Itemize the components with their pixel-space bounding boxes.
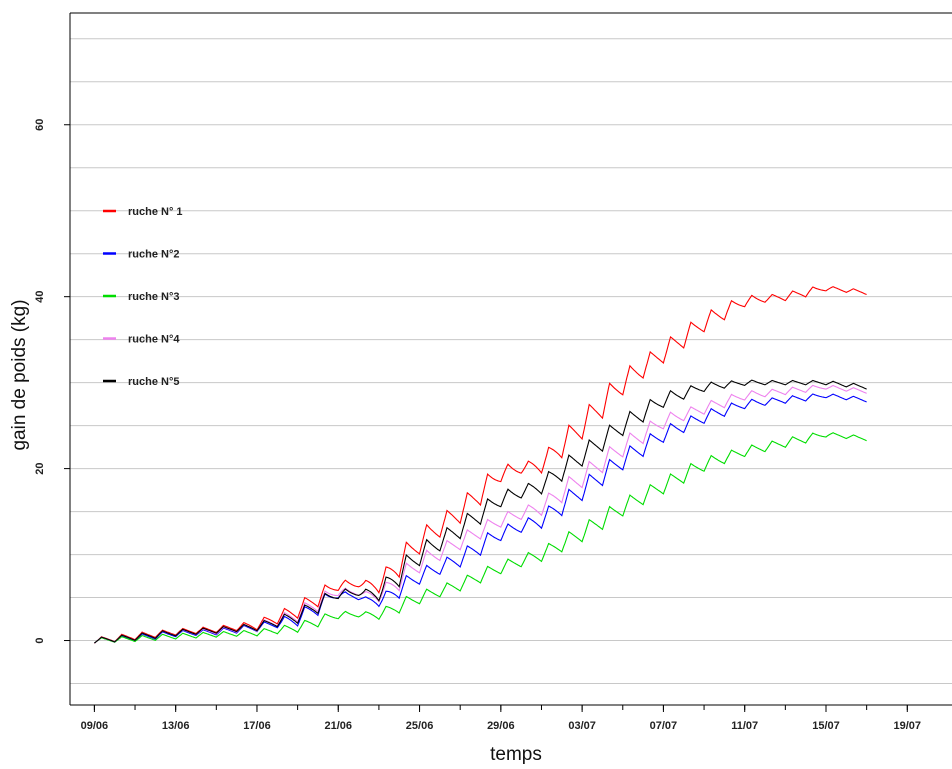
x-tick-label: 07/07 bbox=[650, 720, 678, 732]
y-tick-label: 40 bbox=[34, 291, 46, 303]
series-line-1 bbox=[94, 286, 867, 644]
axes: 0 20 40 60 09/06 13/06 17/06 21/06 25/06 29/06 03/… bbox=[34, 12, 952, 732]
legend-label-1: ruche N° 1 bbox=[128, 206, 183, 218]
series-line-3 bbox=[94, 432, 867, 644]
series-line-4 bbox=[94, 384, 867, 644]
legend: ruche N° 1 ruche N°2 ruche N°3 ruche N°4 ruc… bbox=[103, 206, 183, 388]
legend-label-4: ruche N°4 bbox=[128, 334, 180, 346]
series-line-5 bbox=[94, 379, 867, 644]
y-tick-label: 0 bbox=[34, 637, 46, 643]
x-tick-label: 11/07 bbox=[731, 720, 758, 732]
grid-lines bbox=[70, 38, 952, 685]
x-tick-label: 19/07 bbox=[894, 720, 922, 732]
x-tick-label: 17/06 bbox=[243, 720, 271, 732]
legend-label-2: ruche N°2 bbox=[128, 249, 179, 261]
x-tick-label: 29/06 bbox=[487, 720, 515, 732]
x-tick-label: 13/06 bbox=[162, 720, 190, 732]
legend-label-3: ruche N°3 bbox=[128, 291, 179, 303]
y-tick-label: 60 bbox=[34, 119, 46, 131]
x-tick-label: 09/06 bbox=[81, 720, 109, 732]
series-lines bbox=[94, 286, 867, 644]
series-line-2 bbox=[94, 393, 867, 644]
y-axis-title: gain de poids (kg) bbox=[9, 299, 30, 450]
x-tick-label: 03/07 bbox=[568, 720, 596, 732]
x-axis-title: temps bbox=[490, 744, 542, 765]
legend-label-5: ruche N°5 bbox=[128, 376, 179, 388]
x-tick-label: 25/06 bbox=[406, 720, 434, 732]
x-tick-label: 21/06 bbox=[324, 720, 352, 732]
x-tick-label: 15/07 bbox=[812, 720, 840, 732]
y-tick-label: 20 bbox=[34, 462, 46, 474]
